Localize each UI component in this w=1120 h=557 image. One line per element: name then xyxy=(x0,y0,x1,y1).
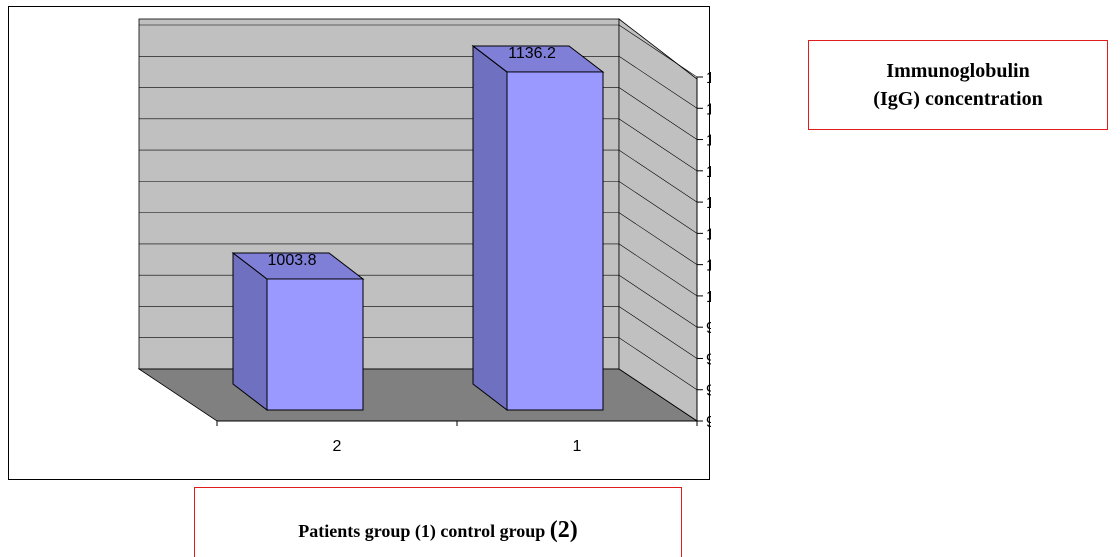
x-axis-label-box: Patients group (1) control group (2) xyxy=(194,487,682,557)
chart-title-line-2: (IgG) concentration xyxy=(873,88,1043,110)
floor xyxy=(137,368,699,422)
bar-side xyxy=(232,251,268,412)
y-tick-label: 1120 xyxy=(706,101,711,118)
y-tick-label: 920 xyxy=(706,414,711,431)
y-tick-label: 1040 xyxy=(706,226,711,243)
y-tick-label: 1140 xyxy=(706,70,711,87)
gridline-side xyxy=(618,337,698,390)
x-category-label: 2 xyxy=(333,438,342,455)
y-tick-label: 1020 xyxy=(706,258,711,275)
gridline-side xyxy=(618,24,698,78)
gridline-side xyxy=(618,56,698,109)
gridline-side xyxy=(618,149,698,203)
gridline-side xyxy=(618,181,698,234)
side-wall xyxy=(618,18,698,422)
chart-title-line-1: Immunoglobulin xyxy=(886,60,1030,82)
bar xyxy=(506,71,604,411)
y-tick-label: 960 xyxy=(706,351,711,368)
gridline-side xyxy=(618,306,698,359)
x-axis-label-text: Patients group (1) control group xyxy=(298,521,550,541)
gridline-side xyxy=(618,243,698,297)
y-tick-label: 1000 xyxy=(706,289,711,306)
x-category-label: 1 xyxy=(573,438,582,455)
bar-side xyxy=(472,44,508,412)
gridline-side xyxy=(618,274,698,328)
gridline-side xyxy=(618,368,698,422)
y-tick-label: 980 xyxy=(706,320,711,337)
x-axis-label-group-number: (2) xyxy=(549,517,578,543)
y-tick-label: 1060 xyxy=(706,195,711,212)
gridline-side xyxy=(618,212,698,265)
chart-title-box: Immunoglobulin (IgG) concentration xyxy=(808,40,1108,130)
bar xyxy=(266,278,364,411)
bar-data-label: 1003.8 xyxy=(268,252,317,269)
gridline-side xyxy=(618,118,698,172)
bar-data-label: 1136.2 xyxy=(508,45,556,62)
y-tick-label: 1080 xyxy=(706,164,711,181)
gridline-side xyxy=(618,87,698,140)
y-tick-label: 940 xyxy=(706,383,711,400)
